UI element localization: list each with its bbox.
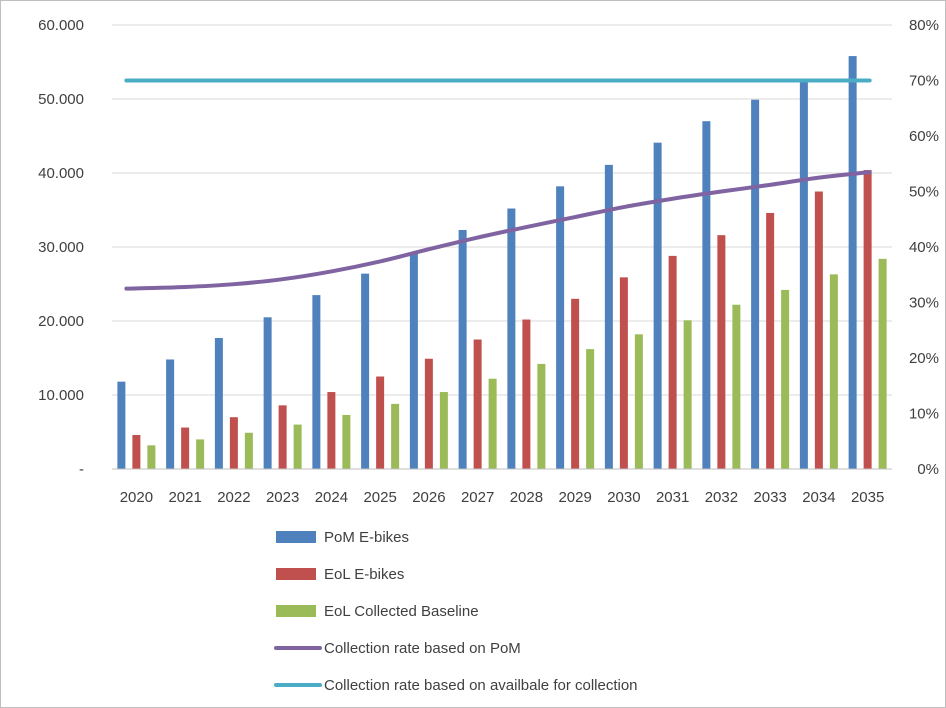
- bar-eol-e-bikes-2028: [522, 319, 531, 469]
- bar-eol-collected-baseline-2035: [878, 258, 887, 469]
- y2-tick-label-2: 20%: [909, 350, 939, 367]
- bar-eol-e-bikes-2030: [619, 277, 628, 469]
- bar-eol-collected-baseline-2032: [732, 304, 741, 469]
- y-tick-label-1: 10.000: [38, 387, 84, 404]
- bar-pom-e-bikes-2031: [653, 142, 662, 469]
- bar-eol-e-bikes-2020: [132, 434, 141, 469]
- legend-swatch-eol-collected-baseline: [276, 605, 316, 617]
- lines-layer: [124, 78, 872, 291]
- bar-eol-e-bikes-2027: [473, 339, 482, 469]
- y-tick-label-5: 50.000: [38, 91, 84, 108]
- bar-pom-e-bikes-2030: [604, 164, 613, 470]
- y2-tick-label-7: 70%: [909, 73, 939, 90]
- x-tick-label-2020: 2020: [120, 489, 153, 506]
- x-tick-label-2026: 2026: [412, 489, 445, 506]
- bar-pom-e-bikes-2026: [409, 252, 418, 469]
- bar-pom-e-bikes-2034: [799, 79, 808, 469]
- bar-eol-collected-baseline-2026: [439, 392, 448, 469]
- legend-label-eol-e-bikes: EoL E-bikes: [324, 566, 404, 583]
- legend-label-collection-rate-based-on-pom: Collection rate based on PoM: [324, 640, 521, 657]
- bar-eol-e-bikes-2033: [766, 212, 775, 469]
- bar-pom-e-bikes-2021: [166, 359, 175, 469]
- x-tick-label-2021: 2021: [168, 489, 201, 506]
- y2-tick-label-6: 60%: [909, 128, 939, 145]
- x-tick-label-2023: 2023: [266, 489, 299, 506]
- grid-lines: [112, 24, 892, 396]
- bar-eol-e-bikes-2022: [229, 417, 238, 469]
- y-tick-label-6: 60.000: [38, 17, 84, 34]
- bar-eol-collected-baseline-2022: [244, 432, 253, 469]
- y2-tick-label-1: 10%: [909, 406, 939, 423]
- bar-eol-e-bikes-2034: [814, 191, 823, 469]
- bar-eol-e-bikes-2025: [376, 376, 385, 469]
- bar-pom-e-bikes-2035: [848, 56, 857, 470]
- bar-eol-collected-baseline-2024: [342, 414, 351, 469]
- y-tick-label-3: 30.000: [38, 239, 84, 256]
- bar-eol-collected-baseline-2020: [147, 445, 156, 469]
- bar-eol-e-bikes-2023: [278, 405, 287, 469]
- y2-tick-label-0: 0%: [917, 461, 939, 478]
- bar-eol-collected-baseline-2021: [196, 439, 205, 469]
- x-tick-label-2034: 2034: [802, 489, 835, 506]
- legend-swatch-eol-e-bikes: [276, 568, 316, 580]
- bar-pom-e-bikes-2027: [458, 229, 467, 469]
- bars-layer: [117, 56, 887, 470]
- bar-eol-collected-baseline-2030: [634, 334, 643, 469]
- bar-pom-e-bikes-2024: [312, 295, 321, 469]
- bar-eol-e-bikes-2032: [717, 235, 726, 469]
- bar-pom-e-bikes-2033: [751, 99, 760, 470]
- y2-tick-label-8: 80%: [909, 17, 939, 34]
- x-tick-label-2035: 2035: [851, 489, 884, 506]
- x-tick-label-2027: 2027: [461, 489, 494, 506]
- y-axis-left-ticks: - 10.000 20.000 30.000 40.000 50.000 60.000: [38, 17, 84, 478]
- bar-eol-e-bikes-2035: [863, 170, 872, 470]
- y2-tick-label-5: 50%: [909, 184, 939, 201]
- legend-label-eol-collected-baseline: EoL Collected Baseline: [324, 603, 479, 620]
- bar-eol-collected-baseline-2028: [537, 363, 546, 469]
- legend-swatch-pom-e-bikes: [276, 531, 316, 543]
- bar-eol-e-bikes-2026: [424, 358, 433, 469]
- legend: PoM E-bikes EoL E-bikes EoL Collected Base…: [274, 529, 638, 694]
- bar-eol-e-bikes-2024: [327, 392, 336, 469]
- bar-eol-e-bikes-2021: [181, 427, 190, 469]
- y-tick-label-0: -: [79, 461, 84, 478]
- y-tick-label-4: 40.000: [38, 165, 84, 182]
- legend-label-collection-rate-based-on-availbale-for-collection: Collection rate based on availbale for c…: [324, 677, 638, 694]
- bar-pom-e-bikes-2022: [214, 338, 223, 469]
- x-tick-label-2030: 2030: [607, 489, 640, 506]
- x-tick-label-2022: 2022: [217, 489, 250, 506]
- x-tick-label-2025: 2025: [363, 489, 396, 506]
- x-tick-label-2032: 2032: [705, 489, 738, 506]
- x-tick-label-2028: 2028: [510, 489, 543, 506]
- x-tick-label-2024: 2024: [315, 489, 348, 506]
- bar-pom-e-bikes-2025: [361, 273, 370, 469]
- y-tick-label-2: 20.000: [38, 313, 84, 330]
- bar-eol-collected-baseline-2027: [488, 378, 497, 469]
- bar-eol-collected-baseline-2025: [391, 403, 400, 469]
- x-tick-label-2033: 2033: [753, 489, 786, 506]
- bar-pom-e-bikes-2029: [556, 186, 565, 469]
- bar-eol-collected-baseline-2029: [586, 349, 595, 469]
- x-tick-label-2029: 2029: [558, 489, 591, 506]
- bar-pom-e-bikes-2023: [263, 317, 272, 469]
- bar-eol-e-bikes-2029: [571, 298, 580, 469]
- bar-eol-collected-baseline-2034: [829, 274, 838, 469]
- bar-eol-e-bikes-2031: [668, 255, 677, 469]
- legend-label-pom-e-bikes: PoM E-bikes: [324, 529, 409, 546]
- bar-pom-e-bikes-2032: [702, 121, 711, 469]
- y-axis-right-ticks: 0% 10% 20% 30% 40% 50% 60% 70% 80%: [909, 17, 939, 478]
- y2-tick-label-3: 30%: [909, 295, 939, 312]
- line-collection-rate-based-on-pom: [124, 170, 872, 291]
- bar-eol-collected-baseline-2031: [683, 320, 692, 469]
- bar-eol-collected-baseline-2033: [781, 289, 790, 469]
- bar-pom-e-bikes-2028: [507, 208, 516, 469]
- x-tick-label-2031: 2031: [656, 489, 689, 506]
- bar-pom-e-bikes-2020: [117, 381, 126, 469]
- y2-tick-label-4: 40%: [909, 239, 939, 256]
- bar-eol-collected-baseline-2023: [293, 424, 302, 469]
- x-axis-ticks: 2020 2021 2022 2023 2024 2025 2026 2027 2028 2029…: [120, 489, 885, 506]
